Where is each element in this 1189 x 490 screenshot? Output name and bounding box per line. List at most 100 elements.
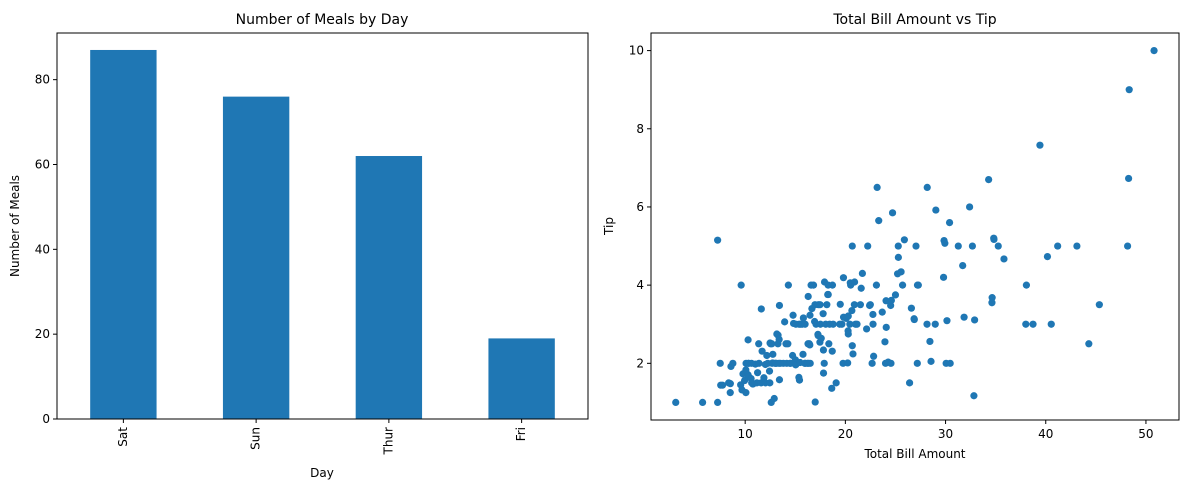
bar-chart: Number of Meals by Day 0 20 40 60 80 Sat Sun T…	[8, 12, 589, 480]
scatter-point	[844, 359, 852, 367]
scatter-point	[881, 338, 889, 346]
scatter-point	[806, 359, 814, 367]
scatter-point	[990, 235, 998, 243]
scatter-chart-title: Total Bill Amount vs Tip	[832, 12, 996, 28]
scatter-point	[875, 217, 883, 225]
scatter-point	[819, 346, 828, 354]
scatter-point	[869, 310, 877, 319]
scatter-point	[849, 350, 857, 358]
scatter-point	[850, 301, 858, 309]
scatter-point	[848, 306, 856, 315]
scatter-point	[1036, 141, 1044, 149]
scatter-point	[742, 389, 750, 397]
scatter-point	[971, 316, 979, 324]
scatter-point	[1124, 242, 1132, 250]
scatter-point	[878, 308, 886, 316]
scatter-point	[1022, 281, 1031, 289]
scatter-point	[869, 320, 877, 328]
bar-sun	[222, 96, 290, 419]
bar-x-tick-label: Sat	[116, 427, 130, 447]
scatter-point	[923, 320, 931, 328]
scatter-point	[941, 239, 949, 247]
scatter-point	[737, 281, 745, 289]
scatter-point	[1022, 320, 1030, 328]
scatter-point	[726, 389, 734, 397]
scatter-point	[994, 242, 1002, 250]
scatter-point	[1095, 301, 1103, 309]
scatter-point	[769, 350, 777, 358]
scatter-point	[913, 359, 921, 367]
scatter-x-tick-label: 50	[1138, 427, 1153, 441]
scatter-point	[923, 183, 931, 192]
scatter-marks	[672, 46, 1158, 407]
scatter-point	[856, 301, 864, 309]
scatter-point	[853, 320, 861, 328]
scatter-point	[866, 301, 874, 309]
scatter-point	[819, 310, 827, 318]
scatter-point	[744, 336, 752, 344]
scatter-x-tick-label: 30	[938, 427, 953, 441]
scatter-point	[931, 320, 939, 328]
bar-fri	[488, 338, 555, 419]
scatter-chart: Total Bill Amount vs Tip 2 4 6 8 10 10 20 30 40…	[602, 12, 1180, 461]
scatter-point	[1054, 242, 1062, 250]
scatter-point	[716, 359, 724, 367]
scatter-point	[894, 242, 902, 250]
scatter-point	[882, 323, 890, 331]
scatter-point	[1085, 340, 1093, 348]
scatter-point	[894, 253, 902, 261]
scatter-point	[816, 320, 825, 328]
scatter-point	[770, 394, 778, 403]
scatter-point	[1125, 174, 1133, 183]
scatter-point	[726, 380, 734, 388]
bar-x-tick-label: Fri	[514, 427, 528, 441]
scatter-point	[820, 359, 828, 367]
scatter-point	[811, 398, 819, 406]
scatter-point	[824, 290, 832, 299]
scatter-y-tick-label: 6	[636, 200, 644, 214]
scatter-point	[1125, 86, 1133, 94]
scatter-plot-frame	[650, 32, 1180, 421]
scatter-point	[966, 203, 974, 211]
scatter-point	[775, 301, 784, 310]
bar-x-axis-label: Day	[310, 466, 334, 480]
scatter-point	[932, 206, 940, 214]
scatter-point	[755, 340, 763, 348]
scatter-point	[850, 278, 859, 286]
scatter-point	[804, 292, 812, 301]
scatter-x-tick-label: 20	[838, 427, 853, 441]
scatter-point	[757, 305, 765, 313]
scatter-y-tick-label: 8	[636, 122, 644, 136]
scatter-point	[819, 369, 828, 377]
scatter-point	[832, 379, 840, 387]
scatter-point	[848, 342, 856, 350]
scatter-point	[970, 392, 978, 400]
scatter-point	[1043, 253, 1052, 261]
scatter-point	[754, 369, 762, 377]
scatter-point	[828, 384, 836, 392]
scatter-point	[939, 273, 948, 281]
bar-y-tick-label: 80	[35, 73, 50, 87]
scatter-point	[838, 320, 846, 328]
scatter-point	[729, 359, 737, 367]
scatter-point	[763, 351, 771, 360]
scatter-point	[672, 398, 680, 407]
scatter-point	[765, 367, 774, 375]
scatter-point	[887, 296, 895, 304]
bar-y-tick-label: 60	[35, 157, 50, 171]
scatter-point	[912, 242, 920, 250]
bar-y-tick-label: 40	[35, 242, 50, 256]
scatter-point	[873, 183, 881, 192]
scatter-point	[945, 218, 954, 227]
scatter-point	[926, 337, 934, 346]
scatter-point	[698, 398, 707, 407]
scatter-point	[768, 340, 776, 348]
scatter-point	[907, 304, 915, 312]
scatter-point	[1029, 320, 1037, 328]
bar-x-tick-label: Sun	[249, 427, 263, 450]
scatter-point	[829, 320, 837, 328]
scatter-point	[872, 281, 881, 289]
bar-x-tick-label: Thur	[381, 427, 395, 456]
